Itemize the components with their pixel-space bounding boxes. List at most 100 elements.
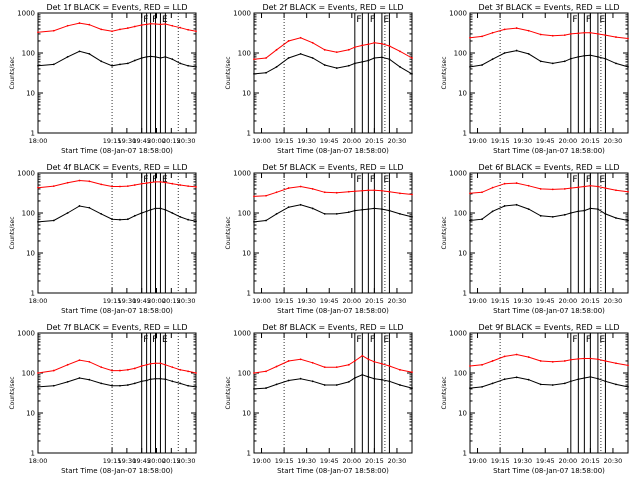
lld-data-point <box>604 360 607 362</box>
lld-data-point <box>411 193 413 196</box>
lld-data-point <box>347 190 350 193</box>
lld-data-point <box>615 189 617 192</box>
lld-data-point <box>133 184 136 186</box>
interval-flag-label: F <box>152 335 157 345</box>
events-data-point <box>265 387 267 389</box>
lld-data-point <box>527 29 530 32</box>
lld-data-point <box>569 33 572 35</box>
x-tick-label: 20:15 <box>162 297 181 305</box>
lld-data-point <box>563 34 566 37</box>
y-tick-label: 10 <box>458 90 467 98</box>
lld-data-point <box>126 27 129 29</box>
events-data-point <box>381 378 383 381</box>
interval-flag-label: E <box>162 175 168 185</box>
events-data-point <box>78 205 81 207</box>
events-data-point <box>253 73 255 75</box>
events-data-point <box>159 377 162 380</box>
events-data-point <box>154 377 157 380</box>
lld-data-point <box>299 358 302 361</box>
events-data-point <box>577 55 580 58</box>
events-data-point <box>88 206 91 209</box>
lld-data-point <box>367 43 370 46</box>
y-tick-label: 100 <box>22 50 35 58</box>
lld-data-point <box>503 355 506 358</box>
x-axis-label: Start Time (08-Jan-07 18:58:00) <box>61 467 173 475</box>
lld-data-point <box>347 48 350 51</box>
events-data-point <box>388 209 391 212</box>
lld-series-line <box>469 353 629 367</box>
detector-panel: Det 6f BLACK = Events, RED = LLD Start Ti… <box>441 163 629 315</box>
events-data-point <box>469 65 471 68</box>
y-axis-label: Counts/sec <box>225 56 232 89</box>
x-tick-label: 20:00 <box>558 297 577 305</box>
lld-data-point <box>149 22 152 25</box>
y-axis-label: Counts/sec <box>225 376 232 409</box>
lld-data-point <box>388 45 391 47</box>
lld-data-point <box>119 185 121 188</box>
lld-data-point <box>37 31 39 34</box>
events-data-point <box>111 218 113 221</box>
lld-data-point <box>323 366 326 369</box>
events-data-point <box>373 377 376 380</box>
y-tick-label: 10 <box>26 90 35 98</box>
interval-flag-label: F <box>143 175 148 185</box>
events-data-point <box>275 212 278 215</box>
events-data-point <box>100 60 103 63</box>
events-data-point <box>353 209 356 212</box>
events-series-line <box>469 204 629 221</box>
events-data-point <box>111 64 113 67</box>
lld-data-point <box>577 32 580 35</box>
plot-frame <box>37 172 197 294</box>
events-data-point <box>335 67 338 69</box>
panel-title: Det 1f BLACK = Events, RED = LLD <box>46 3 187 12</box>
panel-title: Det 3f BLACK = Events, RED = LLD <box>478 3 619 12</box>
events-data-point <box>551 215 554 218</box>
y-tick-label: 1000 <box>17 170 35 178</box>
events-data-point <box>388 380 391 383</box>
lld-data-point <box>287 40 290 42</box>
events-data-point <box>527 208 530 211</box>
interval-flag-label: F <box>143 15 148 25</box>
plot-frame <box>469 332 629 454</box>
lld-data-point <box>287 360 290 362</box>
events-data-point <box>411 215 413 218</box>
events-data-point <box>149 208 152 211</box>
events-data-point <box>503 52 506 54</box>
y-tick-label: 1 <box>463 130 467 138</box>
events-data-point <box>411 387 413 389</box>
lld-data-point <box>149 362 152 365</box>
x-axis-label: Start Time (08-Jan-07 18:58:00) <box>277 467 389 475</box>
events-data-point <box>171 212 174 214</box>
lld-data-point <box>539 188 542 190</box>
lld-data-point <box>563 188 566 190</box>
x-tick-label: 19:15 <box>103 457 122 465</box>
interval-flag-label: F <box>370 15 375 25</box>
y-tick-label: 1 <box>463 450 467 458</box>
y-tick-label: 1 <box>31 130 35 138</box>
lld-data-point <box>399 192 401 195</box>
lld-data-point <box>388 190 391 193</box>
events-data-point <box>100 382 103 385</box>
x-tick-label: 20:00 <box>147 297 166 305</box>
y-tick-label: 1000 <box>233 330 251 338</box>
events-data-point <box>577 210 580 213</box>
events-data-point <box>381 208 383 211</box>
x-tick-label: 19:15 <box>491 137 510 145</box>
lld-data-point <box>577 358 580 360</box>
x-tick-label: 20:30 <box>604 137 623 145</box>
events-data-point <box>159 207 162 210</box>
x-tick-label: 19:00 <box>252 457 271 465</box>
lld-data-point <box>265 194 267 197</box>
interval-flag-label: E <box>383 335 389 345</box>
interval-flag-label: F <box>370 175 375 185</box>
events-data-point <box>481 218 483 221</box>
plot-frame <box>253 172 413 294</box>
interval-flag-label: F <box>152 175 157 185</box>
x-tick-label: 19:45 <box>320 297 339 305</box>
x-tick-label: 20:15 <box>365 137 384 145</box>
x-tick-label: 20:00 <box>558 457 577 465</box>
lld-data-point <box>133 25 136 28</box>
lld-data-point <box>589 31 592 34</box>
events-data-point <box>164 378 167 381</box>
lld-data-point <box>627 190 629 193</box>
